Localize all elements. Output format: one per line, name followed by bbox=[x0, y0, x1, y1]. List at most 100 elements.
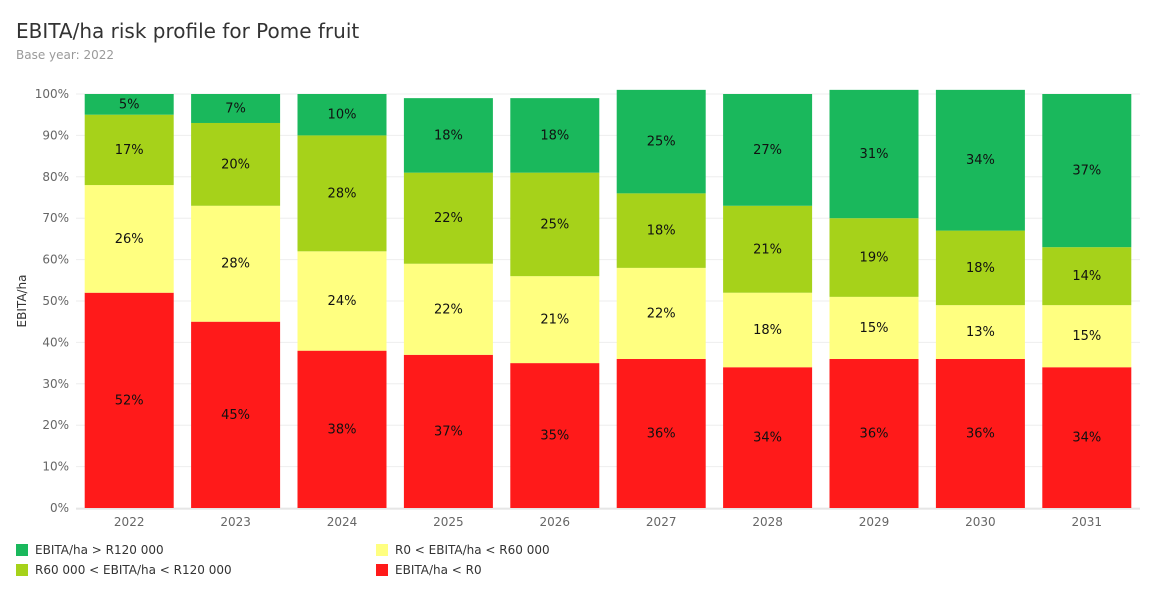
bar-segment[interactable] bbox=[84, 114, 174, 186]
bar-segment[interactable] bbox=[84, 94, 174, 115]
legend-swatch bbox=[16, 564, 28, 576]
bar-segment[interactable] bbox=[297, 94, 387, 136]
bar-segment[interactable] bbox=[829, 296, 919, 359]
bar-segment[interactable] bbox=[191, 205, 281, 322]
legend-label: EBITA/ha > R120 000 bbox=[35, 543, 164, 557]
legend-label: EBITA/ha < R0 bbox=[395, 563, 482, 577]
x-tick-label: 2029 bbox=[859, 515, 890, 529]
bar-segment[interactable] bbox=[616, 193, 706, 268]
y-tick-label: 90% bbox=[42, 128, 69, 142]
data-label: 18% bbox=[540, 128, 569, 143]
bar-segment[interactable] bbox=[510, 276, 600, 364]
data-label: 28% bbox=[328, 186, 357, 201]
bar-segment[interactable] bbox=[510, 172, 600, 277]
x-tick-label: 2028 bbox=[752, 515, 783, 529]
bar-segment[interactable] bbox=[723, 94, 813, 206]
x-tick-label: 2030 bbox=[965, 515, 996, 529]
data-label: 18% bbox=[434, 128, 463, 143]
data-label: 52% bbox=[115, 393, 144, 408]
bar-segment[interactable] bbox=[191, 122, 281, 206]
data-label: 19% bbox=[860, 251, 889, 266]
bar-segment[interactable] bbox=[1042, 94, 1132, 248]
data-label: 45% bbox=[221, 408, 250, 423]
data-label: 15% bbox=[860, 321, 889, 336]
x-tick-label: 2024 bbox=[327, 515, 358, 529]
bar-segment[interactable] bbox=[935, 89, 1025, 231]
bar-segment[interactable] bbox=[723, 367, 813, 508]
data-label: 36% bbox=[647, 426, 676, 441]
legend-item-lt-0[interactable]: EBITA/ha < R0 bbox=[376, 560, 550, 580]
bar-segment[interactable] bbox=[297, 350, 387, 508]
bar-segment[interactable] bbox=[297, 135, 387, 252]
legend-swatch bbox=[376, 564, 388, 576]
data-label: 34% bbox=[966, 153, 995, 168]
y-tick-label: 60% bbox=[42, 253, 69, 267]
bar-segment[interactable] bbox=[84, 292, 174, 508]
legend-column-right: R0 < EBITA/ha < R60 000 EBITA/ha < R0 bbox=[376, 540, 550, 580]
bar-segment[interactable] bbox=[616, 358, 706, 508]
data-label: 21% bbox=[540, 313, 569, 328]
data-label: 24% bbox=[328, 294, 357, 309]
data-label: 7% bbox=[225, 101, 246, 116]
y-tick-label: 30% bbox=[42, 377, 69, 391]
bar-segment[interactable] bbox=[616, 89, 706, 194]
data-label: 18% bbox=[753, 323, 782, 338]
bar-segment[interactable] bbox=[510, 98, 600, 173]
bar-segment[interactable] bbox=[403, 354, 493, 508]
x-tick-label: 2031 bbox=[1072, 515, 1103, 529]
y-tick-label: 70% bbox=[42, 211, 69, 225]
data-label: 36% bbox=[966, 426, 995, 441]
bar-segment[interactable] bbox=[191, 94, 281, 123]
bar-segment[interactable] bbox=[829, 89, 919, 219]
data-label: 25% bbox=[647, 135, 676, 150]
data-label: 15% bbox=[1072, 329, 1101, 344]
bar-segment[interactable] bbox=[510, 363, 600, 508]
bar-segment[interactable] bbox=[829, 218, 919, 297]
bar-segment[interactable] bbox=[723, 292, 813, 368]
data-label: 5% bbox=[119, 97, 140, 112]
legend-swatch bbox=[376, 544, 388, 556]
data-label: 20% bbox=[221, 157, 250, 172]
y-tick-label: 100% bbox=[35, 87, 69, 101]
legend-item-60000-120000[interactable]: R60 000 < EBITA/ha < R120 000 bbox=[16, 560, 232, 580]
bar-segment[interactable] bbox=[191, 321, 281, 508]
bar-segment[interactable] bbox=[403, 98, 493, 173]
bar-segment[interactable] bbox=[403, 263, 493, 355]
bar-segment[interactable] bbox=[297, 251, 387, 351]
data-label: 17% bbox=[115, 143, 144, 158]
bar-segment[interactable] bbox=[935, 305, 1025, 359]
y-axis-title: EBITA/ha bbox=[15, 275, 29, 328]
y-tick-label: 40% bbox=[42, 335, 69, 349]
bar-segment[interactable] bbox=[935, 230, 1025, 306]
bar-segment[interactable] bbox=[935, 358, 1025, 508]
bar-segment[interactable] bbox=[829, 358, 919, 508]
data-label: 21% bbox=[753, 242, 782, 257]
bar-segment[interactable] bbox=[1042, 367, 1132, 508]
data-label: 27% bbox=[753, 143, 782, 158]
bar-segment[interactable] bbox=[616, 267, 706, 359]
x-tick-label: 2023 bbox=[220, 515, 251, 529]
data-label: 37% bbox=[434, 424, 463, 439]
legend-item-0-60000[interactable]: R0 < EBITA/ha < R60 000 bbox=[376, 540, 550, 560]
bar-segment[interactable] bbox=[1042, 305, 1132, 368]
data-label: 31% bbox=[860, 147, 889, 162]
data-label: 10% bbox=[328, 108, 357, 123]
bar-segment[interactable] bbox=[84, 185, 174, 293]
y-tick-label: 10% bbox=[42, 460, 69, 474]
legend-swatch bbox=[16, 544, 28, 556]
bar-segment[interactable] bbox=[723, 205, 813, 293]
chart-title: EBITA/ha risk profile for Pome fruit bbox=[16, 19, 360, 43]
bar-segment[interactable] bbox=[1042, 247, 1132, 306]
x-tick-label: 2027 bbox=[646, 515, 677, 529]
bar-segment[interactable] bbox=[403, 172, 493, 264]
data-label: 38% bbox=[328, 422, 357, 437]
legend-item-gt-120000[interactable]: EBITA/ha > R120 000 bbox=[16, 540, 232, 560]
data-label: 37% bbox=[1072, 164, 1101, 179]
y-tick-label: 80% bbox=[42, 170, 69, 184]
data-label: 22% bbox=[434, 302, 463, 317]
data-label: 18% bbox=[647, 224, 676, 239]
y-tick-label: 50% bbox=[42, 294, 69, 308]
x-tick-label: 2022 bbox=[114, 515, 145, 529]
data-label: 28% bbox=[221, 257, 250, 272]
